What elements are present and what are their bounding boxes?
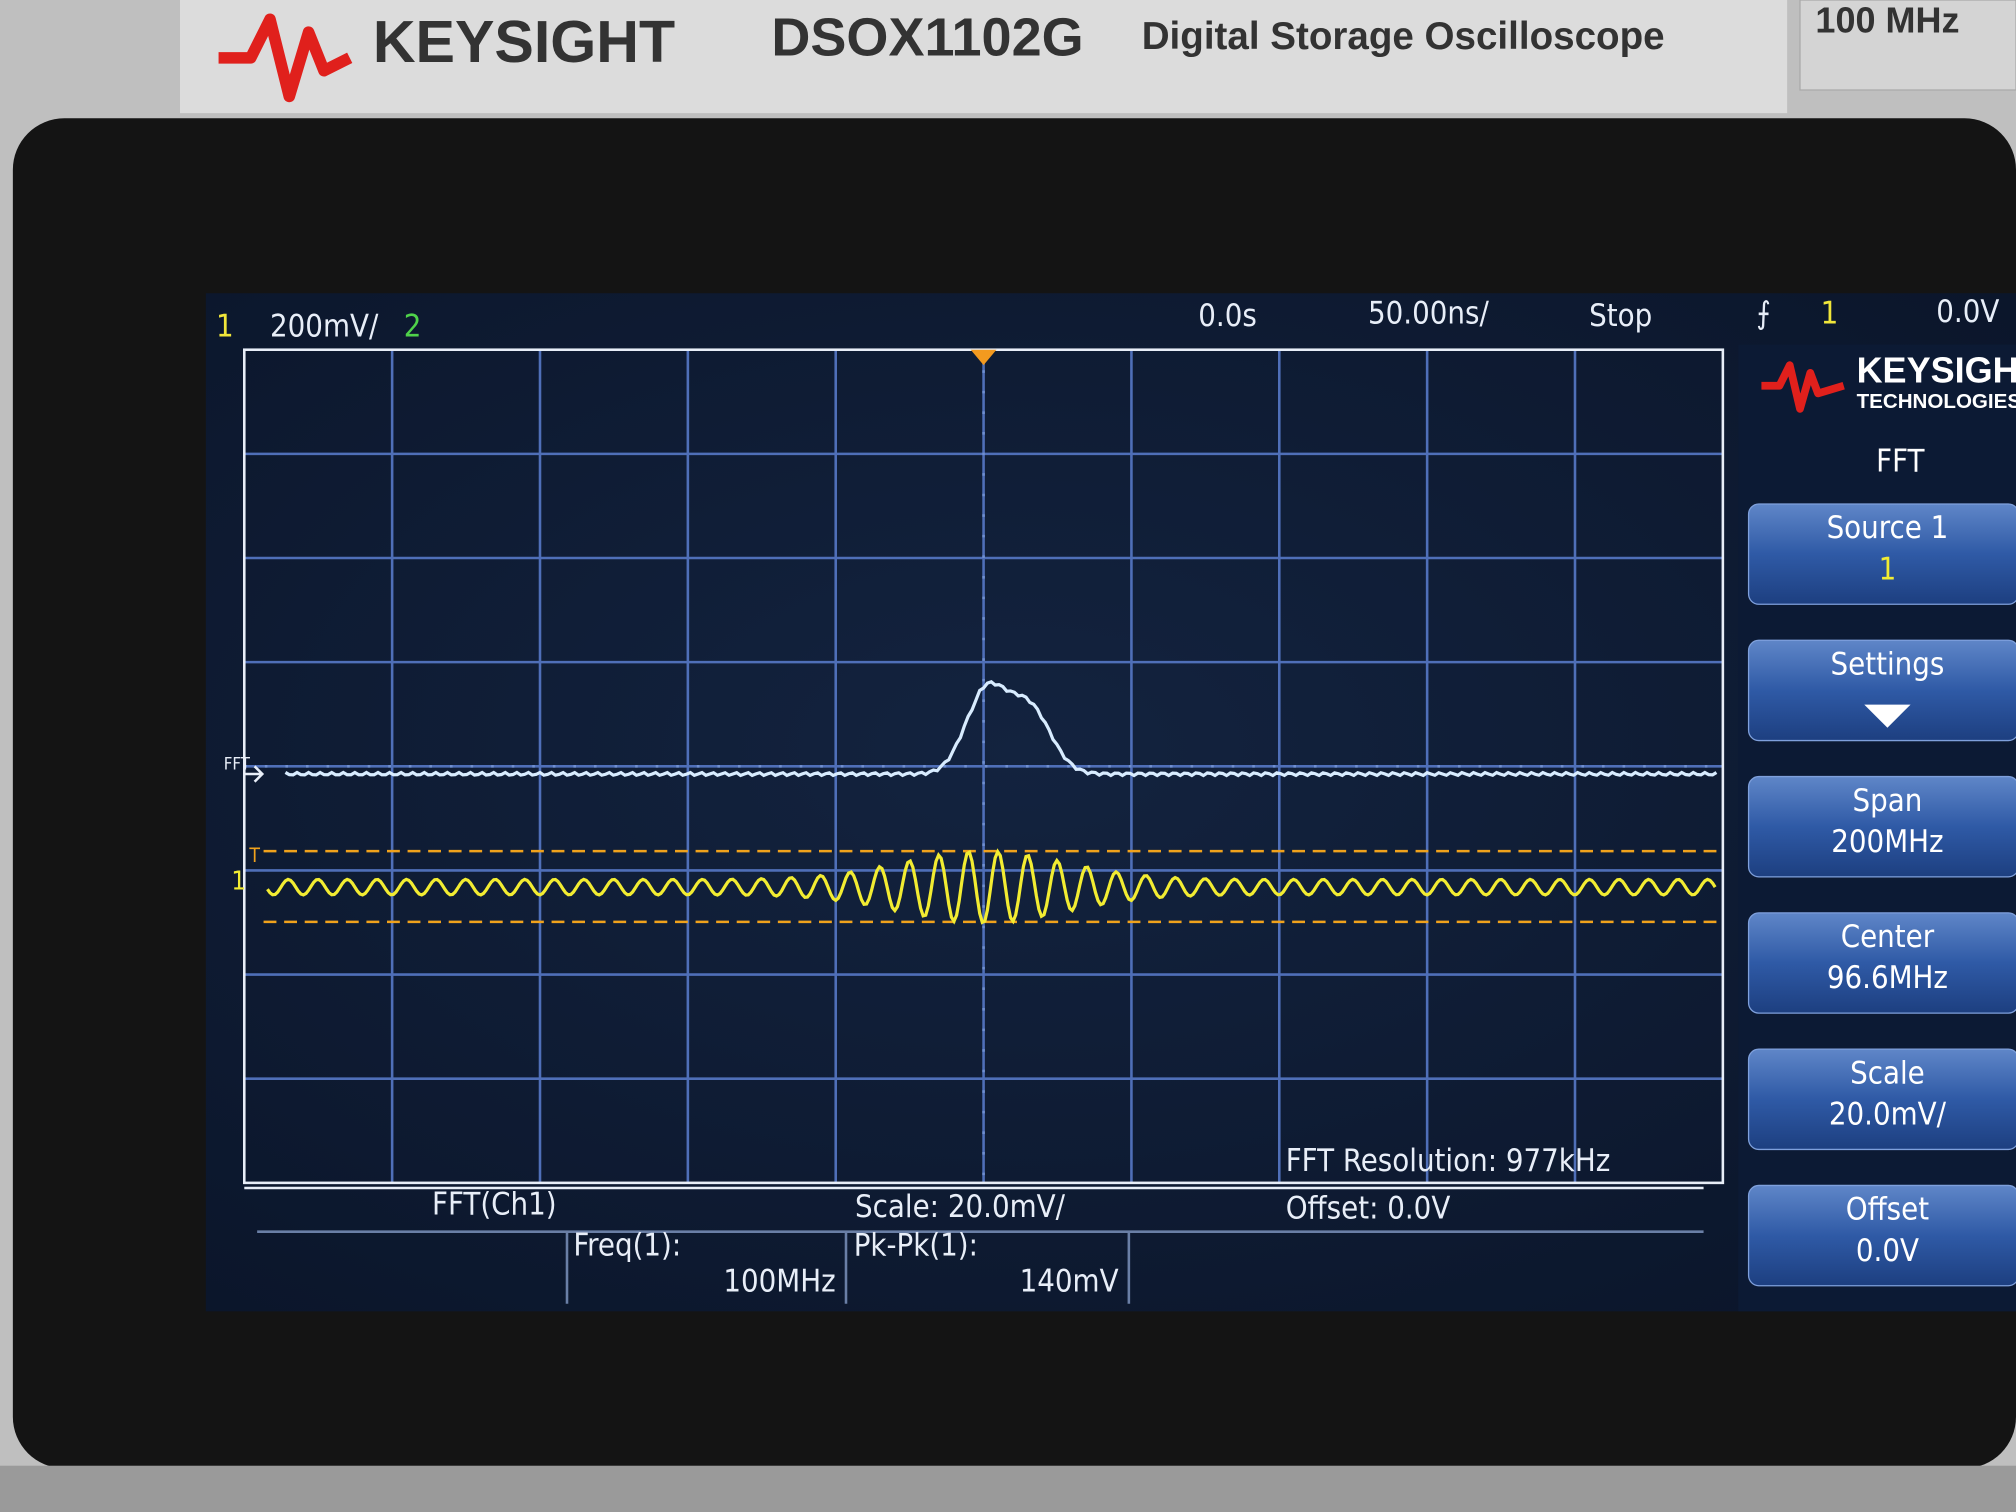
channel-1-trace	[266, 848, 1717, 925]
softkey[interactable]	[1747, 1048, 2016, 1151]
softkey-value: 20.0mV/	[1829, 1097, 1947, 1133]
fft-offset: Offset: 0.0V	[1286, 1190, 1451, 1226]
brand: KEYSIGHT	[373, 8, 675, 75]
softkey-label: Scale	[1850, 1055, 1925, 1091]
graticule	[244, 349, 1723, 1183]
softkey[interactable]	[1747, 1184, 2016, 1287]
bandwidth: 100 MHz	[1815, 0, 1959, 41]
softkey-label: Source 1	[1827, 510, 1949, 546]
measure-label: Pk-Pk(1):	[854, 1228, 978, 1264]
channel-1-scale: 200mV/	[270, 308, 379, 344]
measure-label: Freq(1):	[573, 1228, 681, 1264]
time-delay: 0.0s	[1198, 298, 1257, 334]
description: Digital Storage Oscilloscope	[1142, 15, 1665, 58]
panel-logo: KEYSIGHT	[1857, 349, 2016, 390]
fft-arrow	[244, 765, 265, 783]
softkey-label: Center	[1841, 919, 1935, 955]
fft-scale: Scale: 20.0mV/	[855, 1189, 1066, 1225]
time-scale: 50.00ns/	[1368, 296, 1489, 332]
run-state: Stop	[1589, 298, 1652, 334]
header-logo	[218, 13, 353, 103]
trigger-level: 0.0V	[1936, 294, 1999, 330]
softkey[interactable]	[1747, 912, 2016, 1014]
fft-source: FFT(Ch1)	[432, 1187, 557, 1223]
fft-marker: FFT	[224, 754, 251, 774]
lower-body	[0, 1465, 2016, 1512]
trigger-position-marker	[970, 349, 997, 366]
menu-title: FFT	[1876, 443, 1925, 479]
trigger-channel: 1	[1821, 296, 1839, 332]
channel-marker: 1	[231, 867, 246, 897]
channel-1: 1	[216, 308, 234, 344]
softkey[interactable]	[1747, 503, 2016, 605]
softkey-arrow	[1864, 704, 1911, 728]
panel-logo-wave	[1761, 361, 1845, 413]
trigger-edge-icon: ⨍	[1756, 296, 1770, 332]
softkey[interactable]	[1747, 639, 2016, 742]
screen	[205, 293, 2016, 1312]
bandwidth-panel	[1799, 0, 2016, 91]
panel-logo-sub: TECHNOLOGIES	[1857, 390, 2016, 413]
fft-resolution: FFT Resolution: 977kHz	[1286, 1143, 1611, 1179]
channel-2: 2	[404, 308, 422, 344]
model: DSOX1102G	[771, 7, 1083, 67]
softkey-label: Span	[1853, 783, 1923, 819]
softkey-label: Settings	[1831, 647, 1945, 683]
softkey-value: 200MHz	[1831, 824, 1943, 860]
softkey-value: 1	[1879, 551, 1897, 587]
measure-value: 140mV	[1020, 1264, 1119, 1300]
softkey-label: Offset	[1846, 1192, 1929, 1228]
trigger-marker: T	[248, 844, 260, 867]
softkey[interactable]	[1747, 775, 2016, 878]
softkey-value: 96.6MHz	[1827, 960, 1948, 996]
header-panel	[180, 0, 1788, 114]
measure-value: 100MHz	[723, 1264, 835, 1300]
fft-trace	[284, 680, 1718, 778]
softkey-value: 0.0V	[1856, 1233, 1919, 1269]
